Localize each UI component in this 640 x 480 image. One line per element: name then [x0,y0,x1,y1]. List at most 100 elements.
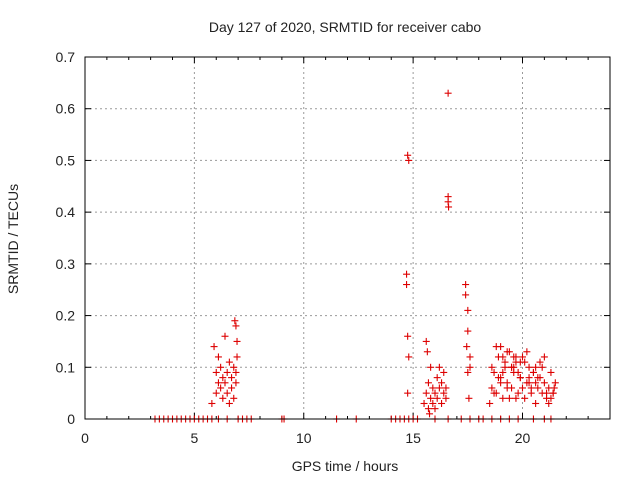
data-point [503,384,511,392]
x-axis-title: GPS time / hours [292,458,399,474]
data-point [499,353,507,361]
y-tick-label: 0 [67,411,75,427]
x-tick-label: 5 [190,430,198,446]
data-point [516,374,524,382]
data-point [514,389,522,397]
data-point [440,389,448,397]
data-point [233,353,241,361]
data-point [232,379,240,387]
data-point [497,379,505,387]
data-point [405,353,413,361]
data-point [405,156,413,164]
data-point [499,394,507,402]
y-tick-labels: 0 0.1 0.2 0.3 0.4 0.5 0.6 0.7 [56,49,76,427]
data-point [464,368,472,376]
data-point [404,151,412,159]
data-point [512,394,520,402]
data-point [433,374,441,382]
data-point [532,399,540,407]
data-point [486,399,494,407]
data-point [438,399,446,407]
y-axis-title: SRMTID / TECUs [5,184,21,294]
data-point [217,384,225,392]
data-point [225,399,233,407]
grid-lines [85,57,610,419]
data-point [494,374,502,382]
chart-title: Day 127 of 2020, SRMTID for receiver cab… [209,19,482,35]
data-point [403,270,411,278]
data-point [228,384,236,392]
y-tick-label: 0.4 [56,204,76,220]
data-point [462,281,470,289]
data-point [462,291,470,299]
data-point [424,379,432,387]
data-point [521,394,529,402]
data-point [532,379,540,387]
data-point [435,384,443,392]
data-point [547,368,555,376]
data-point [225,358,233,366]
data-point [431,389,439,397]
data-point [545,399,553,407]
data-point [219,374,227,382]
data-point [516,358,524,366]
data-point [510,363,518,371]
data-point [527,389,535,397]
data-point [219,394,227,402]
data-point [463,343,471,351]
data-point [523,348,531,356]
data-point [427,363,435,371]
data-point [551,379,559,387]
data-point [214,353,222,361]
y-tick-label: 0.2 [56,308,76,324]
data-point [519,353,526,361]
data-point [431,405,439,413]
data-point [543,389,551,397]
data-point [223,368,231,376]
data-point [525,374,533,382]
data-point [490,368,498,376]
data-point [210,343,218,351]
data-point [427,394,435,402]
y-tick-label: 0.1 [56,359,76,375]
data-point [233,337,241,345]
data-point [420,399,428,407]
data-point [442,384,450,392]
data-point [404,389,412,397]
x-tick-label: 10 [296,430,312,446]
x-tick-label: 20 [515,430,531,446]
data-point [221,332,229,340]
data-point [505,394,513,402]
data-point [512,353,520,361]
data-point [549,389,557,397]
data-point [404,332,412,340]
data-point [208,399,216,407]
data-point [466,363,474,371]
data-point [221,379,229,387]
data-point [424,405,432,413]
data-point [442,394,450,402]
data-point [466,353,474,361]
data-point [514,368,522,376]
data-point [464,327,472,335]
data-point [232,368,240,376]
data-point [519,384,526,392]
y-tick-label: 0.7 [56,49,76,65]
plot-frame [84,56,611,420]
data-point [464,306,472,314]
data-point [440,368,448,376]
data-point [228,374,236,382]
data-point [230,363,238,371]
data-point [499,368,507,376]
data-point [426,410,434,418]
data-points [151,89,559,423]
data-point [501,358,509,366]
data-point [231,317,239,325]
data-point [403,281,411,289]
data-point [435,363,443,371]
data-point [550,384,558,392]
data-point [525,363,533,371]
data-point [444,89,452,97]
data-point [540,353,548,361]
